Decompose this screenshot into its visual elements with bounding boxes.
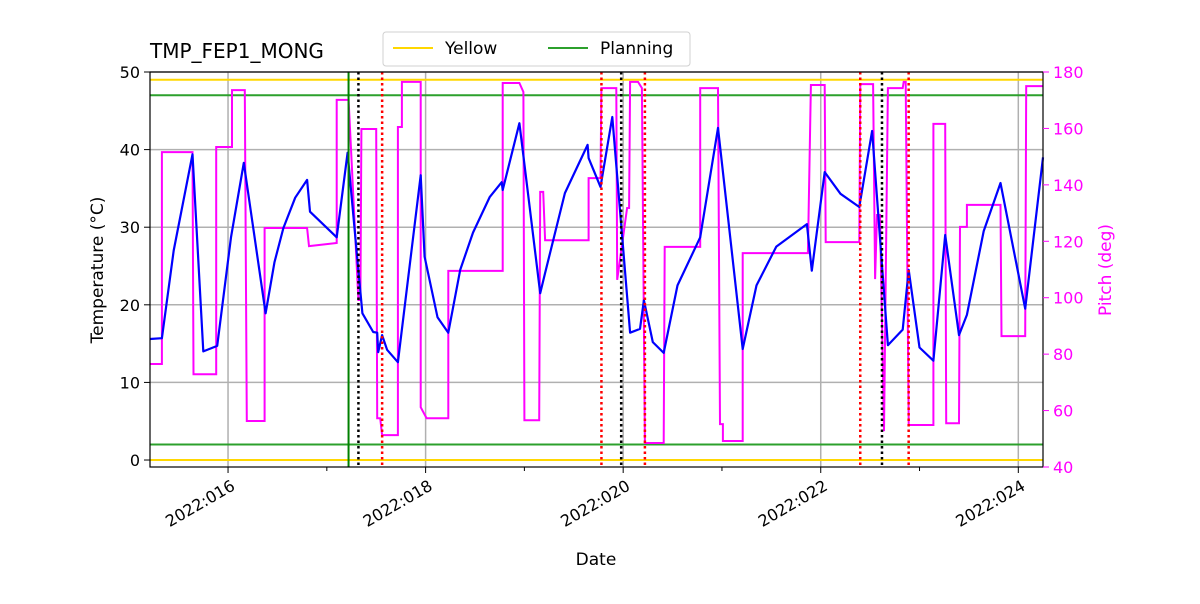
- y-tick-label: 20: [120, 296, 140, 315]
- legend-yellow-label: Yellow: [444, 39, 497, 59]
- y-tick-label: 40: [120, 141, 140, 160]
- y2-tick-label: 140: [1053, 176, 1084, 195]
- x-tick-label: 2022:018: [360, 476, 436, 531]
- x-tick-label: 2022:022: [755, 476, 831, 531]
- chart-title: TMP_FEP1_MONG: [149, 39, 324, 63]
- legend: Yellow Planning: [382, 31, 691, 67]
- event-lines: [347, 72, 910, 467]
- x-axis-label: Date: [576, 550, 617, 570]
- y-tick-label: 0: [130, 451, 140, 470]
- y-tick-label: 30: [120, 218, 140, 237]
- y-tick-label: 50: [120, 63, 140, 82]
- plot-frame: [149, 71, 1044, 468]
- y2-tick-label: 60: [1053, 402, 1073, 421]
- y2-tick-label: 80: [1053, 345, 1073, 364]
- y-tick-label: 10: [120, 373, 140, 392]
- pitch-series: [150, 80, 1043, 444]
- y2-tick-label: 40: [1053, 458, 1073, 477]
- y-axis-label: Temperature (°C): [88, 197, 108, 345]
- y2-axis-label: Pitch (deg): [1096, 224, 1116, 316]
- x-tick-label: 2022:020: [557, 476, 633, 531]
- temperature-line: [149, 115, 1045, 364]
- pitch-line: [150, 80, 1043, 444]
- x-tick-label: 2022:016: [162, 476, 238, 531]
- temperature-series: [149, 115, 1045, 364]
- legend-box: [382, 31, 691, 67]
- y2-tick-label: 160: [1053, 119, 1084, 138]
- y2-tick-label: 120: [1053, 232, 1084, 251]
- threshold-lines: [150, 78, 1043, 462]
- legend-planning-label: Planning: [600, 39, 673, 59]
- y2-tick-label: 180: [1053, 63, 1084, 82]
- x-tick-label: 2022:024: [952, 476, 1028, 531]
- y2-tick-label: 100: [1053, 289, 1084, 308]
